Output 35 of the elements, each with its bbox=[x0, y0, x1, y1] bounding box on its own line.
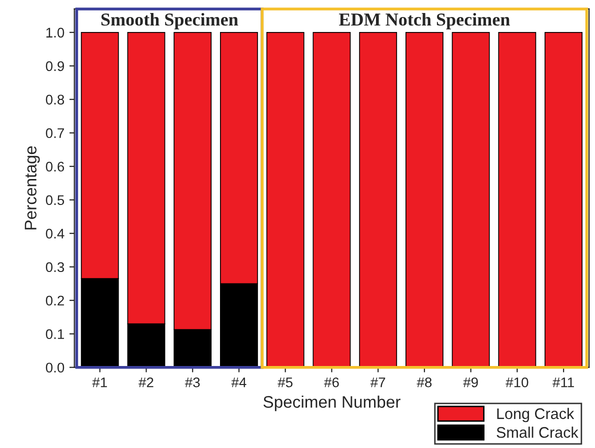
y-tick-label: 0.5 bbox=[46, 195, 64, 206]
x-tick-label: #8 bbox=[416, 377, 432, 388]
y-tick-label: 0.8 bbox=[46, 94, 64, 105]
x-tick-label: #10 bbox=[506, 377, 528, 388]
bar bbox=[359, 32, 398, 368]
x-tick-label: #4 bbox=[231, 378, 246, 388]
x-tick-label: #7 bbox=[370, 378, 386, 388]
bar bbox=[544, 32, 583, 368]
bar bbox=[266, 32, 304, 368]
x-tick-label: #3 bbox=[184, 377, 200, 388]
x-tick-label: #1 bbox=[92, 378, 107, 388]
y-tick-label: 0.1 bbox=[46, 329, 64, 340]
y-tick-label: 0.9 bbox=[46, 61, 64, 72]
x-tick-label: #5 bbox=[278, 378, 292, 388]
annotation: EDM Notch Specimen bbox=[339, 12, 510, 30]
y-tick-label: 1.0 bbox=[46, 28, 64, 38]
legend-label: Small Crack bbox=[496, 426, 578, 438]
y-tick-label: 0.2 bbox=[46, 296, 64, 306]
x-tick-label: #9 bbox=[463, 377, 478, 388]
y-tick-label: 0.6 bbox=[46, 162, 64, 172]
bar bbox=[498, 32, 536, 368]
x-tick-label: #2 bbox=[138, 377, 154, 388]
y-tick-label: 0.0 bbox=[46, 362, 64, 373]
y-axis-title: Percentage bbox=[24, 146, 40, 230]
y-tick-label: 0.4 bbox=[46, 228, 64, 239]
annotation: Smooth Specimen bbox=[101, 12, 238, 30]
x-axis-title: Specimen Number bbox=[263, 396, 400, 412]
bar bbox=[312, 32, 351, 368]
bar bbox=[405, 32, 444, 368]
y-tick-label: 0.7 bbox=[46, 128, 64, 138]
legend-label: Long Crack bbox=[497, 408, 574, 422]
y-tick-label: 0.3 bbox=[46, 262, 64, 272]
x-tick-label: #6 bbox=[324, 377, 339, 388]
bar bbox=[452, 32, 490, 368]
x-tick-label: #11 bbox=[552, 378, 574, 388]
